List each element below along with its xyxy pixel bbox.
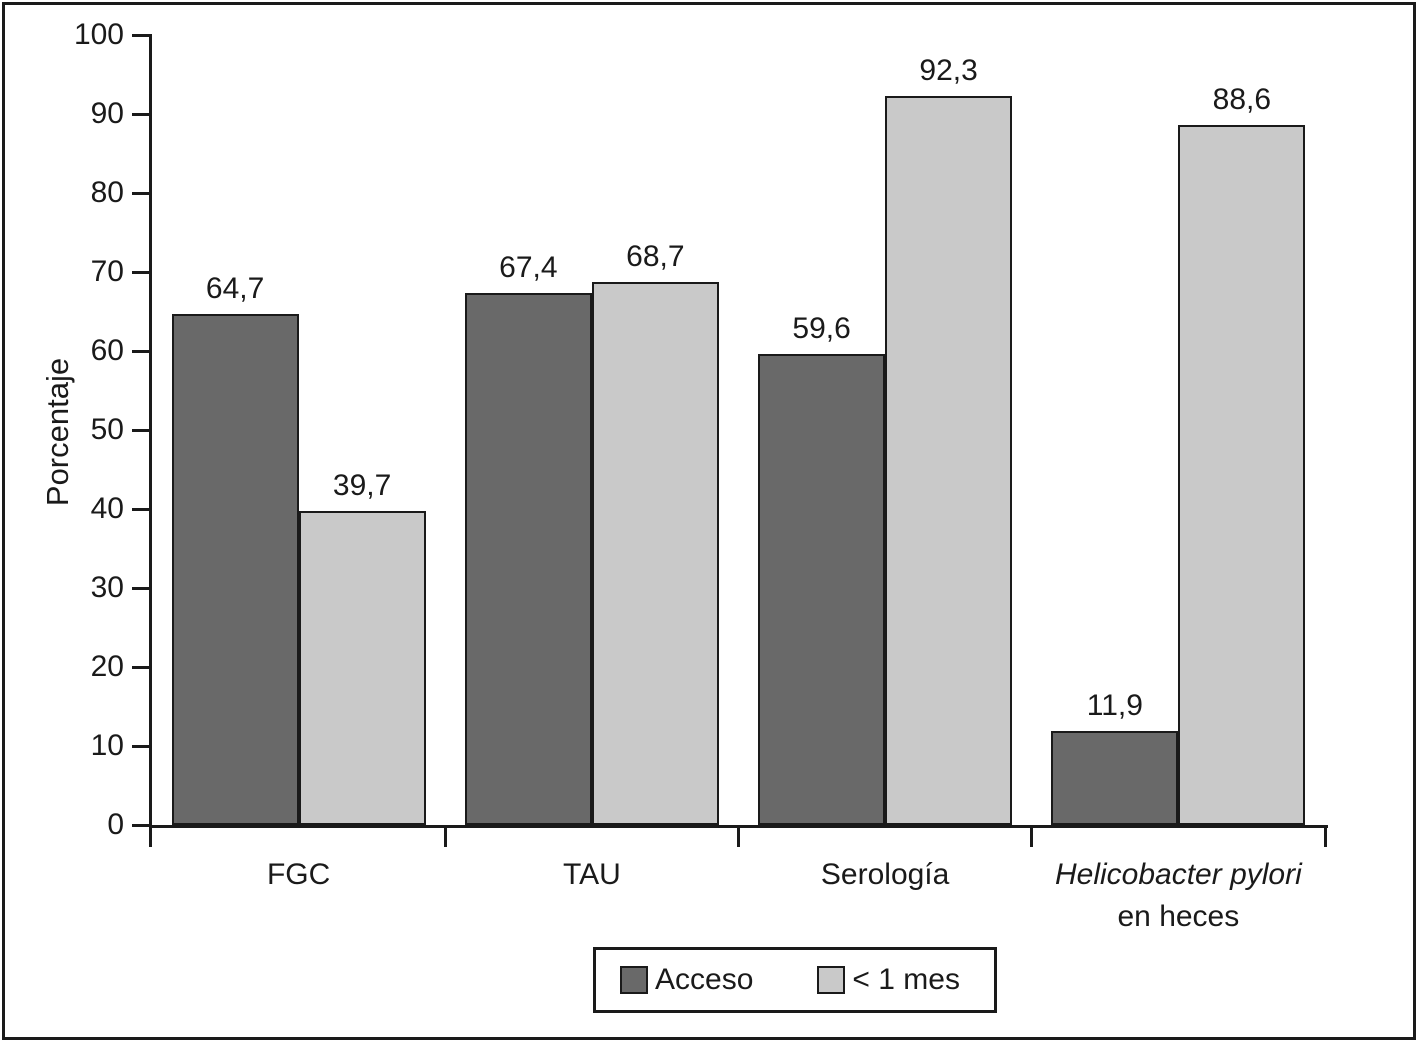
y-tick-label: 20 [90,650,124,683]
y-tick [132,744,152,748]
bar [1051,730,1179,825]
y-tick [132,270,152,274]
bar-value-label: 68,7 [626,240,685,274]
y-tick-label: 10 [90,729,124,762]
x-boundary-tick [1030,825,1034,847]
legend-swatch [817,966,846,994]
y-tick [132,823,152,827]
y-tick-label: 0 [107,808,124,841]
category-label-line: Helicobacter pylori [1054,858,1302,891]
bar [464,292,592,825]
x-boundary-tick [1323,825,1327,847]
bar [298,511,426,825]
bar-value-label: 11,9 [1086,688,1143,722]
y-tick-label: 70 [90,255,124,288]
category-label-line: Serología [820,858,950,891]
legend-label: Acceso [655,963,754,996]
category-label: Serología [725,854,1045,896]
y-tick [132,349,152,353]
x-boundary-tick [737,825,740,847]
bar-value-label: 59,6 [792,312,851,346]
y-tick [132,507,152,511]
legend-swatch [620,966,648,994]
category-label-line: FGC [266,858,331,891]
category-label: Helicobacter pylori en heces [1018,854,1338,938]
category-label-line: TAU [562,858,621,891]
category-label: TAU [432,854,752,896]
bar [171,313,299,825]
y-tick-label: 50 [90,413,124,446]
y-tick [132,586,152,590]
category-label-line: en heces [1117,900,1240,933]
y-tick [132,33,152,37]
bar-value-label: 88,6 [1212,83,1272,117]
bar [591,282,719,825]
bar-value-label: 67,4 [499,250,558,284]
y-tick-label: 100 [73,18,124,51]
bar-value-label: 92,3 [919,53,978,87]
y-tick-label: 90 [90,97,124,130]
category-label: FGC [139,854,459,896]
y-tick [132,191,152,195]
y-tick-label: 60 [90,334,124,367]
x-boundary-tick [443,825,447,847]
bar [758,354,886,825]
bar [885,95,1013,825]
y-tick-label: 40 [90,492,124,525]
y-tick-label: 80 [90,176,124,209]
y-tick [132,428,152,432]
y-tick-label: 30 [90,571,124,604]
bar-value-label: 64,7 [205,271,265,305]
legend-label: < 1 mes [852,963,960,996]
legend-item: < 1 mes [817,965,960,995]
bar-value-label: 39,7 [332,469,392,503]
y-tick [132,665,152,669]
legend: Acceso < 1 mes [593,947,997,1013]
bar [1178,125,1306,825]
legend-item: Acceso [620,965,753,995]
y-tick [132,112,152,116]
x-boundary-tick [149,825,152,847]
